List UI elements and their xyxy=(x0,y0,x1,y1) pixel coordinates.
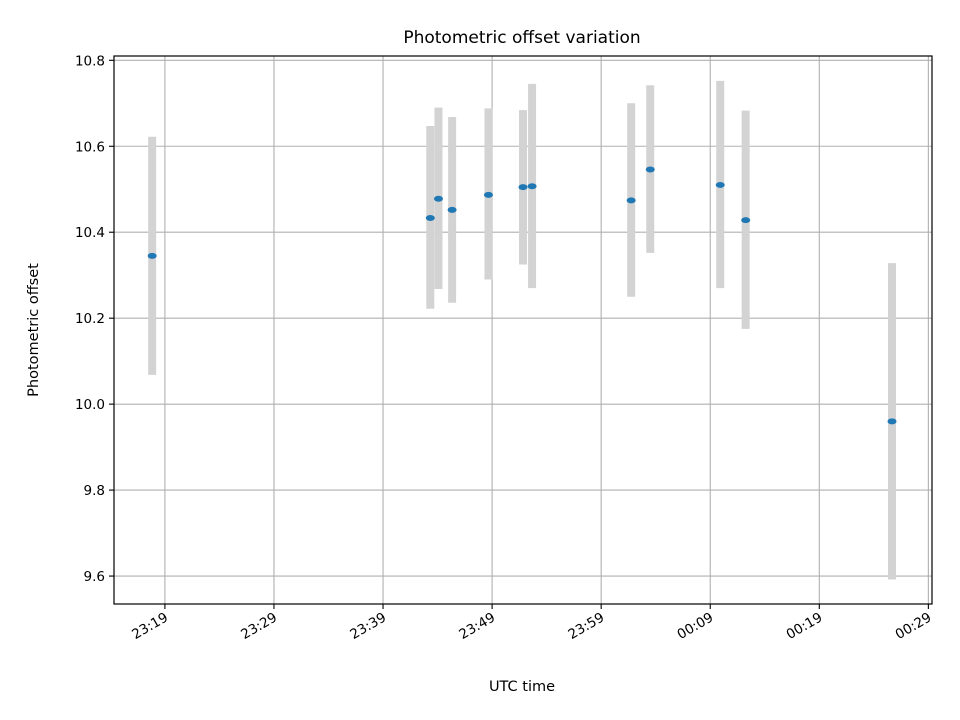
x-tick-label: 23:59 xyxy=(565,610,607,643)
x-tick-label: 23:39 xyxy=(347,610,389,643)
plot-frame xyxy=(113,55,933,605)
y-tick-label: 9.8 xyxy=(84,483,105,499)
x-tick-label: 00:29 xyxy=(893,610,935,643)
y-tick-label: 10.4 xyxy=(75,225,105,241)
y-tick-label: 10.2 xyxy=(75,311,105,327)
data-point xyxy=(741,217,751,224)
y-tick-label: 10.0 xyxy=(75,397,105,413)
error-bars xyxy=(148,80,897,580)
data-point xyxy=(425,215,435,222)
data-point xyxy=(626,197,636,204)
x-tick-label: 00:09 xyxy=(675,610,717,643)
y-axis-label: Photometric offset xyxy=(26,263,42,397)
data-points xyxy=(147,166,897,425)
x-tick-label: 23:29 xyxy=(238,610,280,643)
axis-ticks: 9.6 9.8 10.0 10.2 10.4 10.6 10.8 23:19 23:29 23:3… xyxy=(75,53,934,643)
data-point xyxy=(147,252,157,259)
data-point xyxy=(433,195,443,202)
chart-title: Photometric offset variation xyxy=(403,28,640,48)
y-tick-label: 10.6 xyxy=(75,139,105,155)
data-point xyxy=(483,191,493,198)
y-tick-label: 9.6 xyxy=(84,569,105,585)
x-axis-label: UTC time xyxy=(489,679,555,695)
x-tick-label: 23:49 xyxy=(456,610,498,643)
data-point xyxy=(518,184,528,191)
data-point xyxy=(645,166,655,173)
x-tick-label: 00:19 xyxy=(784,610,826,643)
data-point xyxy=(887,418,897,425)
y-tick-label: 10.8 xyxy=(75,53,105,69)
x-tick-label: 23:19 xyxy=(129,610,171,643)
data-point xyxy=(447,206,457,213)
data-point xyxy=(527,183,537,190)
data-point xyxy=(715,181,725,188)
